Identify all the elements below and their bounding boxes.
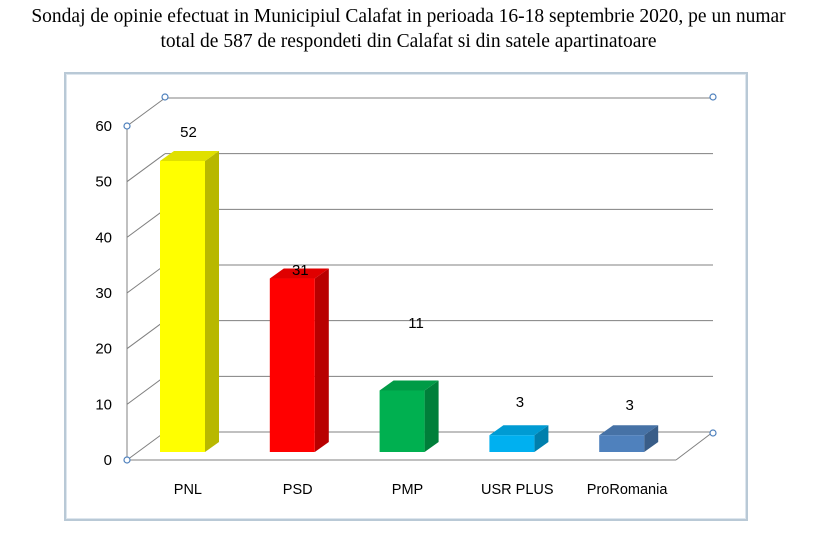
axis-depth-line: [126, 264, 166, 294]
axis-depth-line: [126, 153, 166, 183]
y-tick-label: 50: [95, 174, 112, 191]
resize-handle: [709, 93, 717, 101]
axis-depth-line: [126, 375, 166, 405]
category-label: ProRomania: [587, 482, 669, 498]
axis-depth-line: [126, 208, 166, 238]
chart-title-line-1: Sondaj de opinie efectuat in Municipiul …: [31, 6, 786, 27]
bar-side: [314, 268, 329, 452]
data-label: 52: [180, 124, 197, 141]
bar: [269, 278, 315, 452]
category-label: PMP: [392, 482, 423, 498]
category-label: PNL: [174, 482, 202, 498]
chart-frame[interactable]: [64, 72, 748, 521]
y-tick-label: 30: [95, 285, 112, 302]
y-tick-label: 60: [95, 118, 112, 135]
bar-top: [599, 425, 659, 436]
y-tick-label: 20: [95, 341, 112, 358]
y-tick-label: 0: [104, 452, 112, 469]
data-label: 31: [292, 262, 309, 279]
axis-depth-line: [126, 431, 166, 461]
resize-handle: [123, 456, 131, 464]
bar: [489, 435, 535, 452]
axis-depth-line: [126, 320, 166, 350]
bar-top: [160, 151, 219, 161]
data-label: 3: [516, 394, 524, 411]
category-label: PSD: [283, 482, 313, 498]
bar-top: [269, 268, 329, 279]
bar-side: [205, 151, 219, 452]
bar-side: [534, 425, 549, 452]
bar-top: [379, 380, 439, 391]
resize-handle: [123, 122, 131, 130]
resize-handle: [709, 429, 717, 437]
bar: [599, 435, 645, 452]
category-label: USR PLUS: [481, 482, 554, 498]
y-tick-label: 10: [95, 396, 112, 413]
chart-title: Sondaj de opinie efectuat in Municipiul …: [0, 4, 817, 54]
axis-depth-line: [126, 97, 166, 127]
resize-handle: [161, 93, 169, 101]
data-label: 11: [408, 315, 424, 332]
bar-side: [644, 425, 659, 452]
y-tick-label: 40: [95, 229, 112, 246]
bar: [379, 390, 425, 452]
bar-top: [489, 425, 549, 436]
bar: [160, 161, 205, 452]
bar-side: [424, 380, 439, 452]
chart-title-line-2: total de 587 de respondeti din Calafat s…: [160, 31, 657, 52]
floor-right-edge: [675, 431, 714, 461]
data-label: 3: [626, 397, 634, 414]
